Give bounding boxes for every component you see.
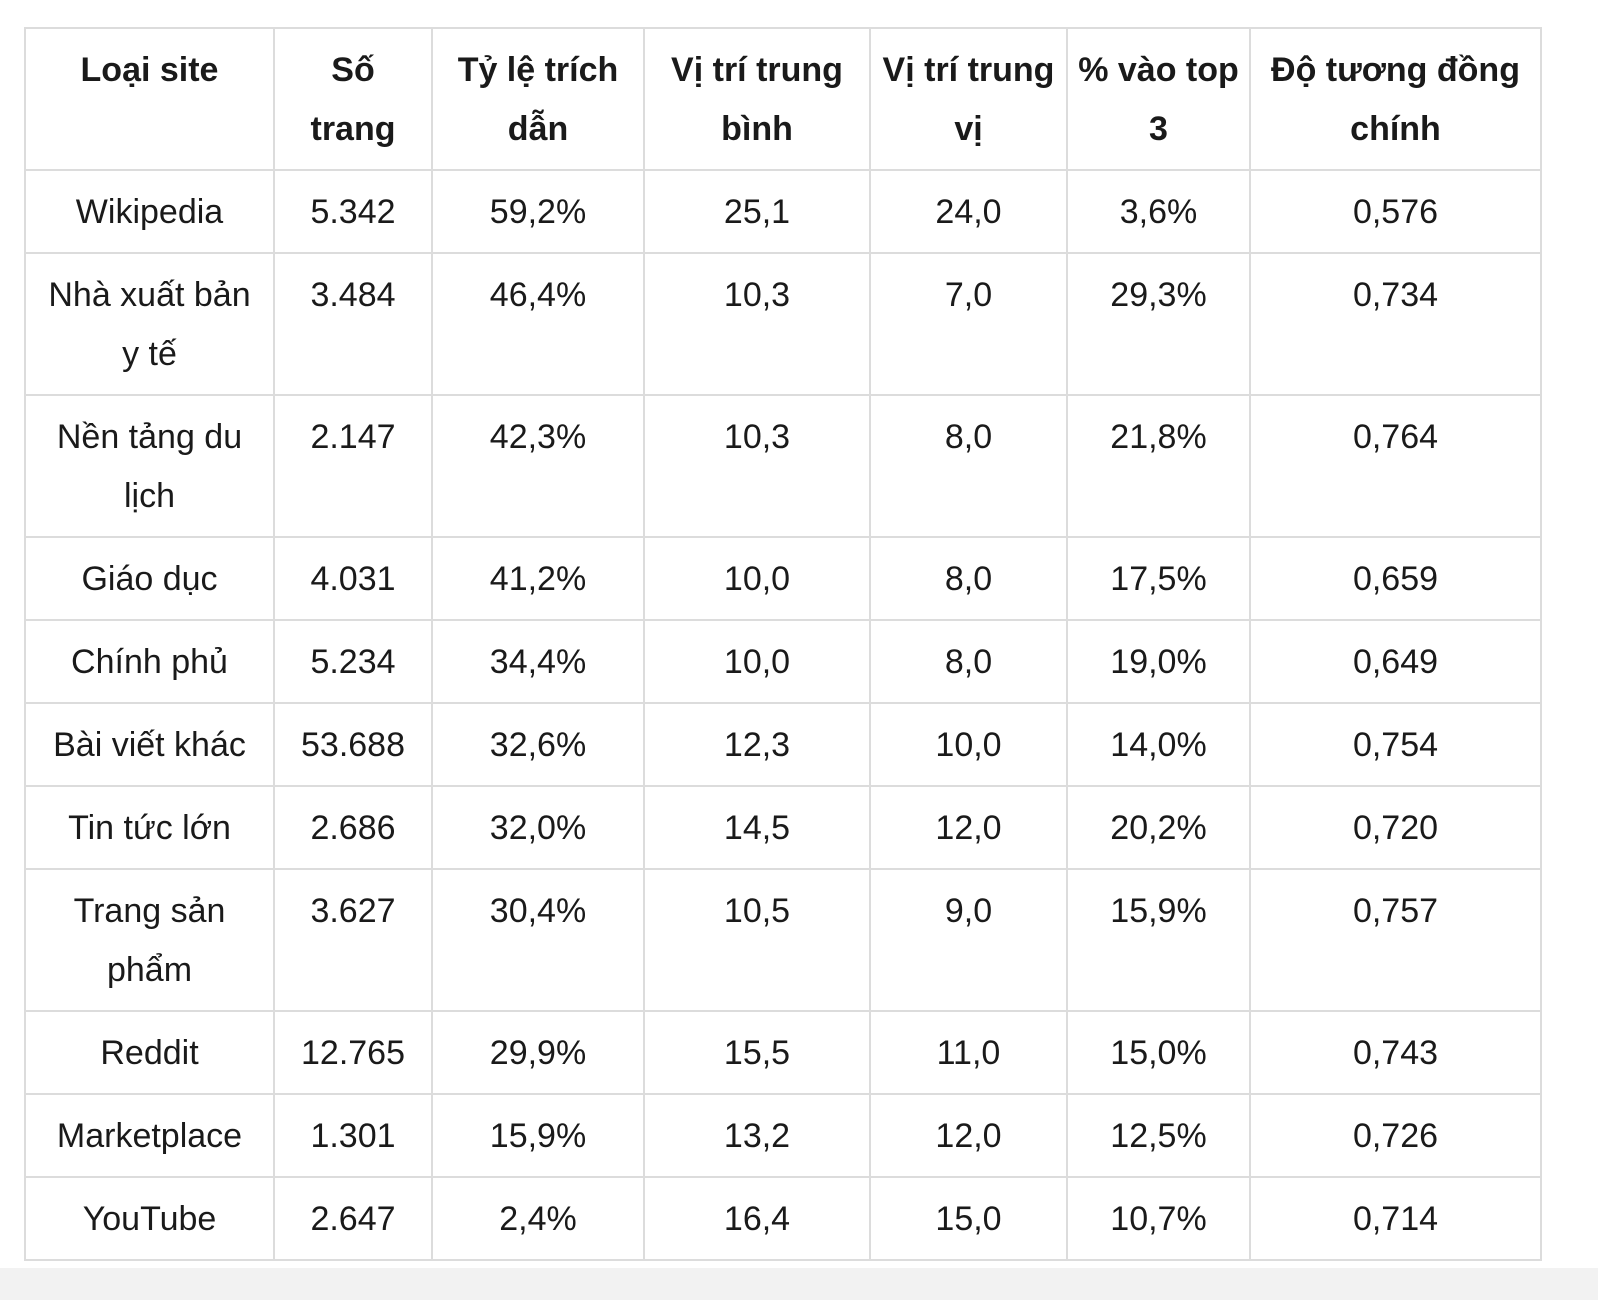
table-row: Wikipedia 5.342 59,2% 25,1 24,0 3,6% 0,5… [24,169,1542,254]
table-row: YouTube 2.647 2,4% 16,4 15,0 10,7% 0,714 [24,1176,1542,1261]
cell-median-position: 11,0 [869,1010,1068,1095]
cell-site-type: Reddit [24,1010,275,1095]
cell-median-position: 15,0 [869,1176,1068,1261]
cell-citation-rate: 59,2% [431,169,645,254]
header-page-count: Số trang [273,27,433,171]
header-avg-position: Vị trí trung bình [643,27,871,171]
cell-top3-percent: 3,6% [1066,169,1251,254]
bottom-edge-strip [0,1268,1598,1300]
cell-site-type: YouTube [24,1176,275,1261]
cell-page-count: 12.765 [273,1010,433,1095]
cell-citation-rate: 41,2% [431,536,645,621]
cell-median-position: 9,0 [869,868,1068,1012]
cell-site-type: Giáo dục [24,536,275,621]
table-row: Bài viết khác 53.688 32,6% 12,3 10,0 14,… [24,702,1542,787]
cell-median-position: 12,0 [869,1093,1068,1178]
cell-citation-rate: 32,0% [431,785,645,870]
cell-main-similarity: 0,743 [1249,1010,1542,1095]
cell-site-type: Tin tức lớn [24,785,275,870]
cell-top3-percent: 12,5% [1066,1093,1251,1178]
cell-avg-position: 10,3 [643,394,871,538]
table-row: Reddit 12.765 29,9% 15,5 11,0 15,0% 0,74… [24,1010,1542,1095]
cell-page-count: 5.342 [273,169,433,254]
cell-main-similarity: 0,726 [1249,1093,1542,1178]
site-type-stats-table: Loại site Số trang Tỷ lệ trích dẫn Vị tr… [24,27,1542,1261]
header-main-similarity: Độ tương đồng chính [1249,27,1542,171]
table-header-row: Loại site Số trang Tỷ lệ trích dẫn Vị tr… [24,27,1542,171]
cell-site-type: Bài viết khác [24,702,275,787]
cell-top3-percent: 21,8% [1066,394,1251,538]
cell-top3-percent: 15,0% [1066,1010,1251,1095]
table-row: Chính phủ 5.234 34,4% 10,0 8,0 19,0% 0,6… [24,619,1542,704]
cell-page-count: 2.147 [273,394,433,538]
cell-site-type: Marketplace [24,1093,275,1178]
cell-median-position: 12,0 [869,785,1068,870]
table-row: Trang sản phẩm 3.627 30,4% 10,5 9,0 15,9… [24,868,1542,1012]
table-row: Tin tức lớn 2.686 32,0% 14,5 12,0 20,2% … [24,785,1542,870]
cell-top3-percent: 19,0% [1066,619,1251,704]
cell-site-type: Trang sản phẩm [24,868,275,1012]
cell-main-similarity: 0,576 [1249,169,1542,254]
cell-top3-percent: 10,7% [1066,1176,1251,1261]
cell-median-position: 8,0 [869,394,1068,538]
cell-top3-percent: 17,5% [1066,536,1251,621]
cell-median-position: 24,0 [869,169,1068,254]
cell-main-similarity: 0,757 [1249,868,1542,1012]
cell-citation-rate: 30,4% [431,868,645,1012]
cell-page-count: 5.234 [273,619,433,704]
cell-page-count: 2.686 [273,785,433,870]
table-row: Nền tảng du lịch 2.147 42,3% 10,3 8,0 21… [24,394,1542,538]
table-row: Marketplace 1.301 15,9% 13,2 12,0 12,5% … [24,1093,1542,1178]
cell-main-similarity: 0,714 [1249,1176,1542,1261]
cell-citation-rate: 46,4% [431,252,645,396]
cell-avg-position: 15,5 [643,1010,871,1095]
header-top3-percent: % vào top 3 [1066,27,1251,171]
cell-median-position: 10,0 [869,702,1068,787]
cell-main-similarity: 0,720 [1249,785,1542,870]
cell-site-type: Chính phủ [24,619,275,704]
cell-main-similarity: 0,649 [1249,619,1542,704]
cell-avg-position: 10,0 [643,619,871,704]
cell-site-type: Wikipedia [24,169,275,254]
cell-top3-percent: 20,2% [1066,785,1251,870]
cell-page-count: 53.688 [273,702,433,787]
cell-main-similarity: 0,659 [1249,536,1542,621]
header-site-type: Loại site [24,27,275,171]
header-median-position: Vị trí trung vị [869,27,1068,171]
cell-citation-rate: 2,4% [431,1176,645,1261]
cell-page-count: 3.484 [273,252,433,396]
cell-page-count: 2.647 [273,1176,433,1261]
cell-avg-position: 16,4 [643,1176,871,1261]
cell-top3-percent: 14,0% [1066,702,1251,787]
header-citation-rate: Tỷ lệ trích dẫn [431,27,645,171]
cell-top3-percent: 15,9% [1066,868,1251,1012]
cell-avg-position: 10,5 [643,868,871,1012]
cell-citation-rate: 29,9% [431,1010,645,1095]
cell-avg-position: 10,0 [643,536,871,621]
cell-main-similarity: 0,754 [1249,702,1542,787]
cell-citation-rate: 42,3% [431,394,645,538]
cell-top3-percent: 29,3% [1066,252,1251,396]
cell-median-position: 7,0 [869,252,1068,396]
cell-page-count: 1.301 [273,1093,433,1178]
cell-median-position: 8,0 [869,619,1068,704]
table-row: Giáo dục 4.031 41,2% 10,0 8,0 17,5% 0,65… [24,536,1542,621]
cell-page-count: 3.627 [273,868,433,1012]
table-row: Nhà xuất bản y tế 3.484 46,4% 10,3 7,0 2… [24,252,1542,396]
cell-avg-position: 10,3 [643,252,871,396]
cell-median-position: 8,0 [869,536,1068,621]
cell-citation-rate: 32,6% [431,702,645,787]
cell-main-similarity: 0,734 [1249,252,1542,396]
cell-citation-rate: 34,4% [431,619,645,704]
cell-site-type: Nhà xuất bản y tế [24,252,275,396]
cell-avg-position: 13,2 [643,1093,871,1178]
table-container: Loại site Số trang Tỷ lệ trích dẫn Vị tr… [24,27,1542,1261]
cell-avg-position: 25,1 [643,169,871,254]
cell-avg-position: 12,3 [643,702,871,787]
cell-avg-position: 14,5 [643,785,871,870]
cell-citation-rate: 15,9% [431,1093,645,1178]
cell-page-count: 4.031 [273,536,433,621]
cell-main-similarity: 0,764 [1249,394,1542,538]
cell-site-type: Nền tảng du lịch [24,394,275,538]
